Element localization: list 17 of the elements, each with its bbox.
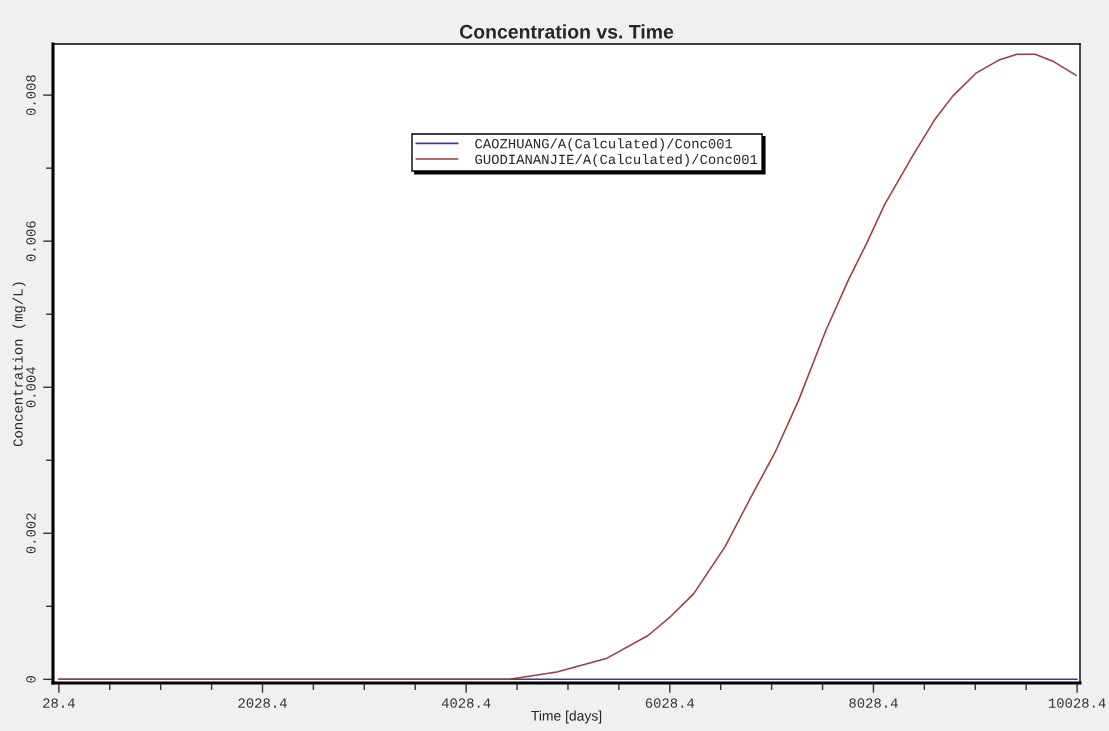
x-tick-label: 8028.4 bbox=[849, 698, 898, 708]
x-tick-label: 6028.4 bbox=[645, 698, 695, 708]
chart-title: Concentration vs. Time bbox=[459, 24, 674, 39]
x-axis-title: Time [days] bbox=[531, 710, 602, 724]
x-tick-label: 10028.4 bbox=[1048, 698, 1106, 708]
y-tick-label: 0.008 bbox=[26, 75, 36, 116]
y-tick-label: 0.006 bbox=[26, 221, 36, 262]
legend-label: GUODIANANJIE/A(Calculated)/Conc001 bbox=[475, 153, 758, 167]
x-tick-label: 4028.4 bbox=[441, 698, 491, 708]
y-tick-label: 0 bbox=[26, 676, 36, 683]
y-tick-label: 0.004 bbox=[26, 367, 36, 408]
x-tick-label: 28.4 bbox=[43, 698, 75, 708]
y-tick-label: 0.002 bbox=[26, 513, 36, 554]
line-series bbox=[58, 53, 1077, 681]
x-tick-label: 2028.4 bbox=[238, 698, 287, 708]
legend-label: CAOZHUANG/A(Calculated)/Conc001 bbox=[475, 138, 733, 152]
y-axis-title: Concentration (mg/L) bbox=[12, 282, 26, 447]
